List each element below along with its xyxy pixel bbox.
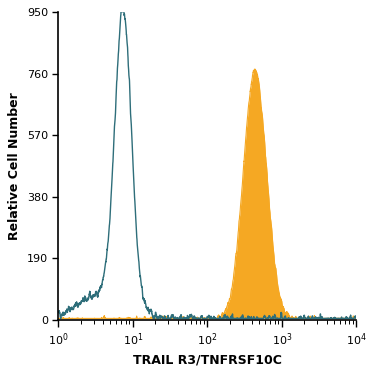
Y-axis label: Relative Cell Number: Relative Cell Number [8,92,21,240]
X-axis label: TRAIL R3/TNFRSF10C: TRAIL R3/TNFRSF10C [133,354,282,367]
